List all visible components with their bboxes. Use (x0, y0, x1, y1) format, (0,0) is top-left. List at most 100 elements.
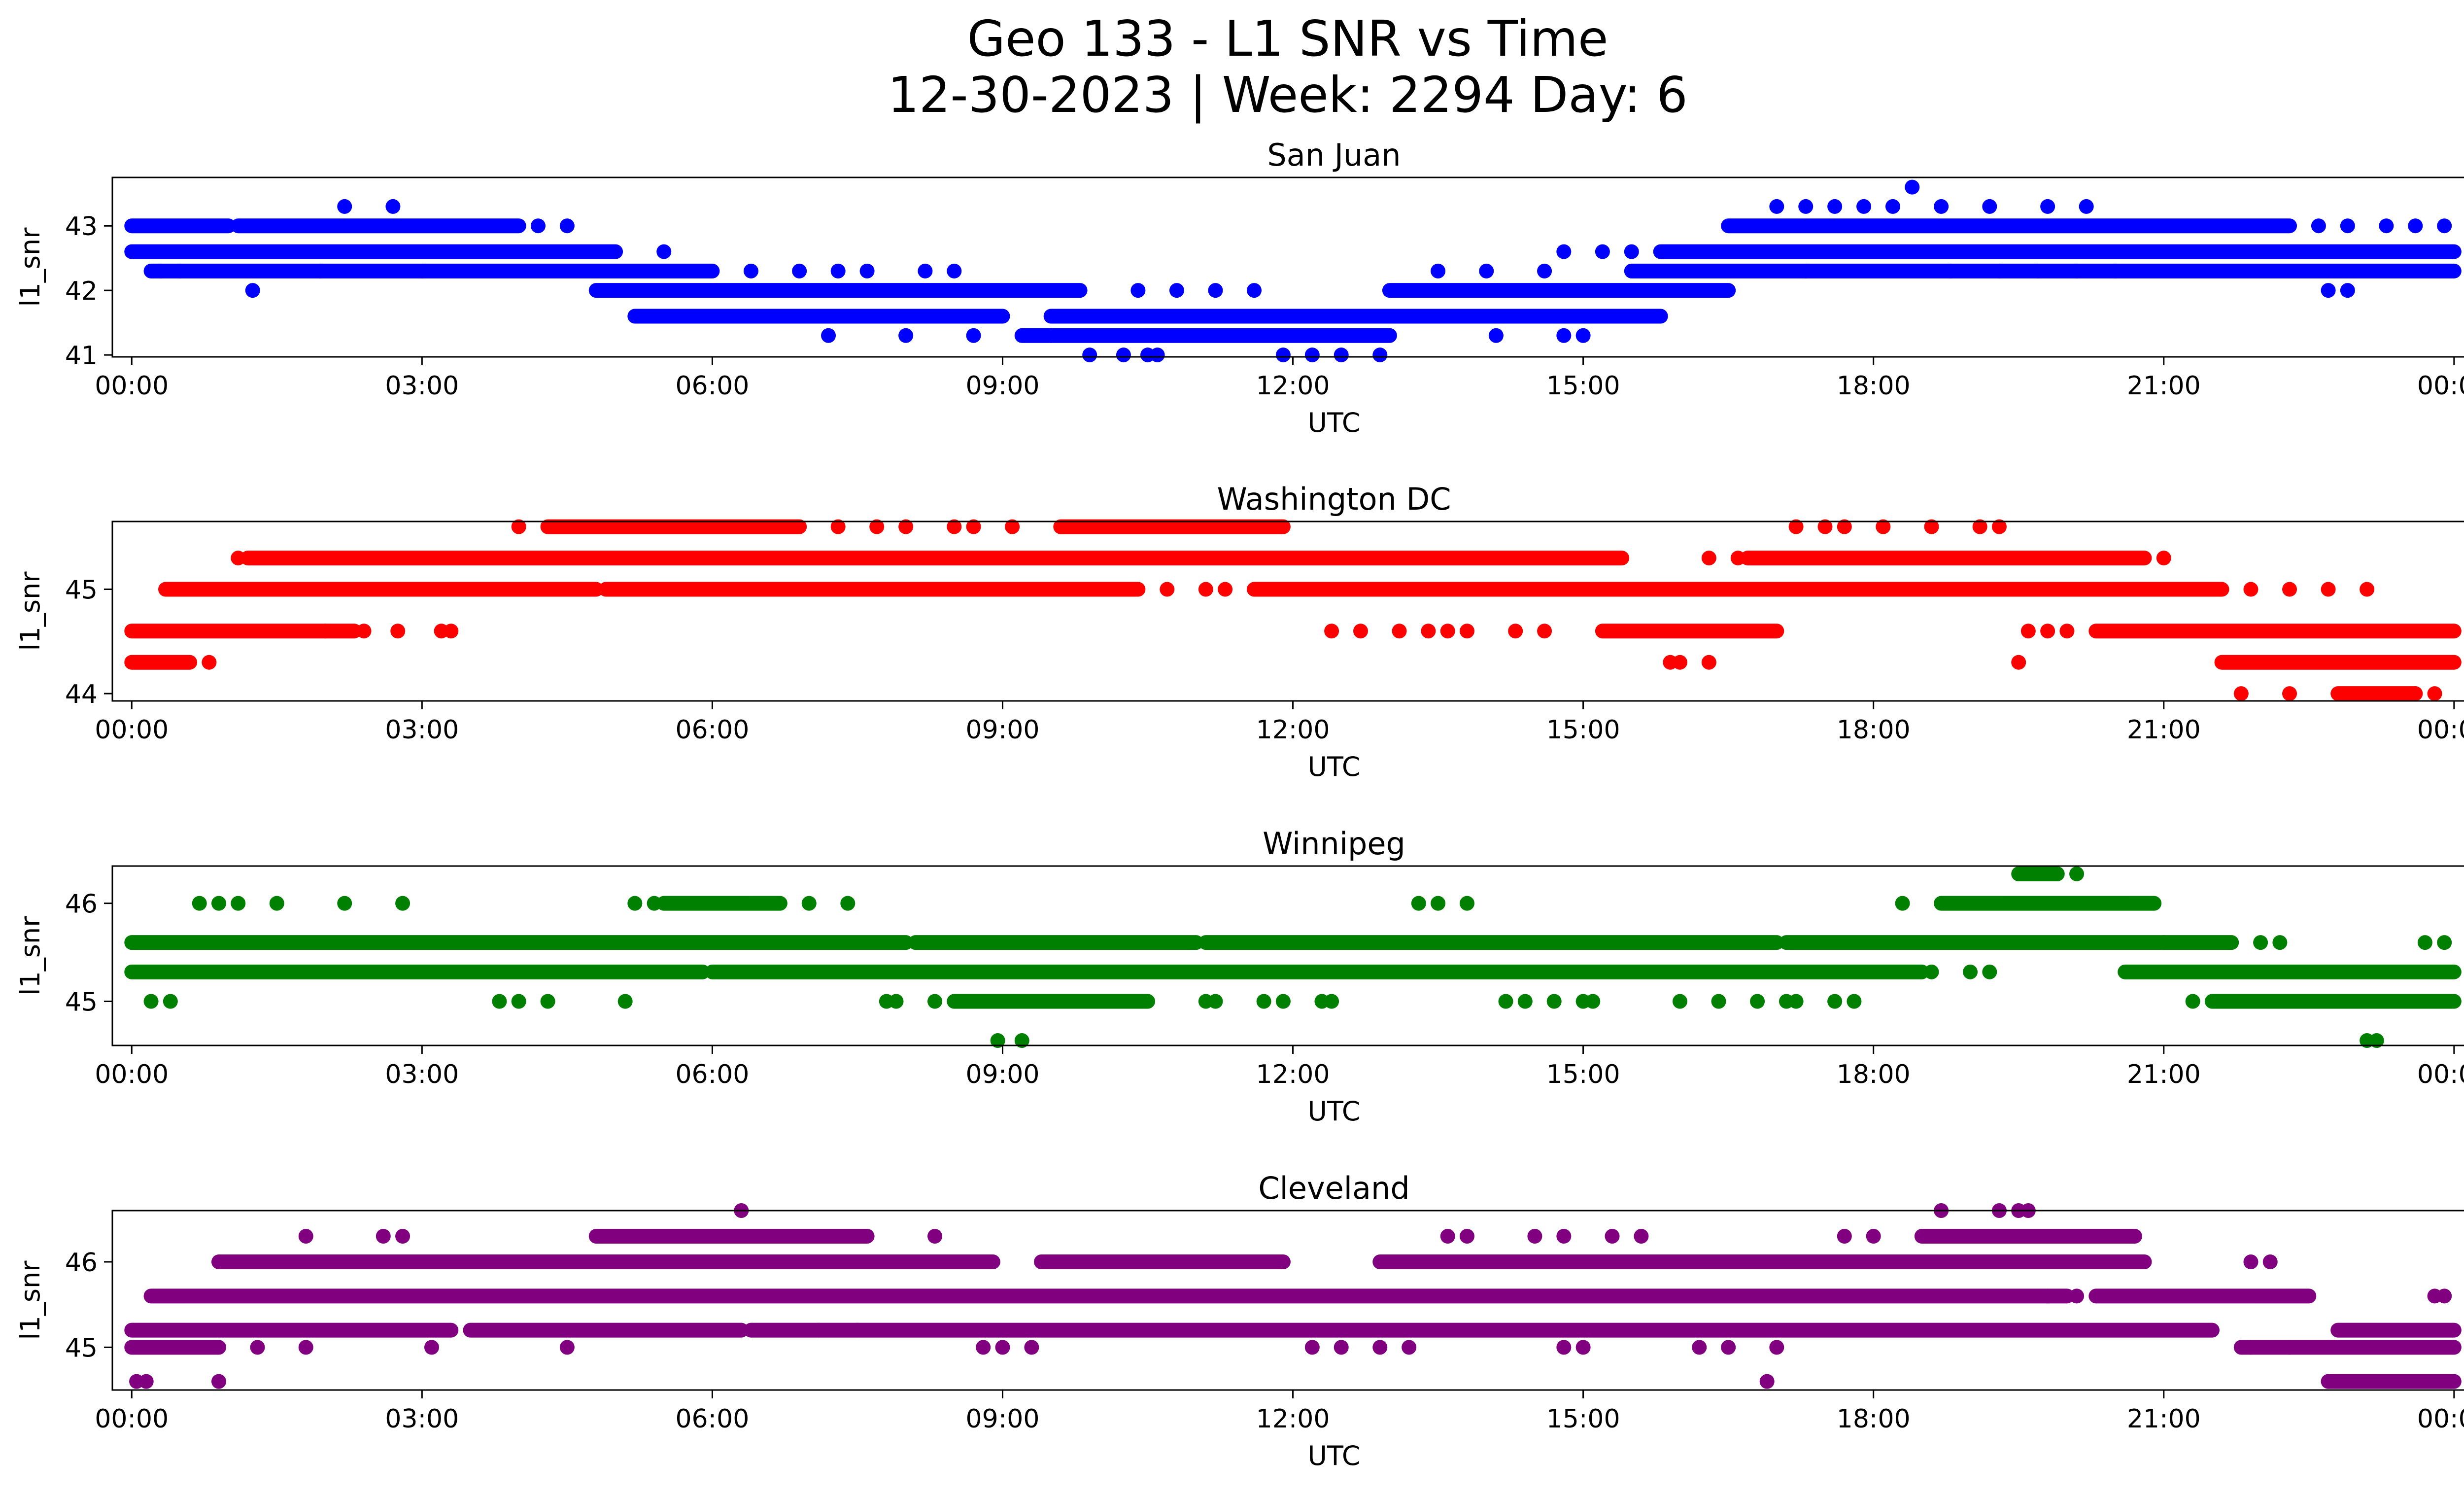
x-tick-label: 00:00 (95, 715, 169, 745)
x-axis-label: UTC (1307, 407, 1360, 438)
data-point (1672, 994, 1687, 1009)
data-point (2059, 624, 2075, 639)
data-point (947, 263, 962, 278)
data-point (1304, 1340, 1320, 1355)
x-tick-label: 03:00 (385, 371, 459, 401)
data-point (830, 263, 846, 278)
data-point (2243, 1254, 2259, 1269)
data-point (1963, 964, 1978, 979)
y-tick-label: 42 (65, 277, 98, 306)
data-point (2369, 1033, 2384, 1048)
data-point (1431, 263, 1446, 278)
data-point (1508, 624, 1523, 639)
x-tick-label: 12:00 (1256, 1404, 1330, 1434)
data-point (1934, 199, 1949, 214)
data-point (1256, 994, 1271, 1009)
data-point (1605, 1229, 1620, 1244)
x-tick-label: 21:00 (2127, 1404, 2201, 1434)
data-point (947, 519, 962, 534)
data-point (1817, 519, 1833, 534)
x-tick-label: 15:00 (1546, 1404, 1620, 1434)
data-point (143, 994, 159, 1009)
data-point (1411, 896, 1426, 911)
data-point (2379, 218, 2394, 234)
figure-subtitle: 12-30-2023 | Week: 2294 Day: 6 (888, 66, 1688, 124)
data-point (1876, 519, 1891, 534)
data-point (1556, 328, 1572, 343)
x-axis-label: UTC (1307, 1440, 1360, 1471)
data-point (792, 263, 807, 278)
data-point (138, 1374, 154, 1389)
data-point (250, 1340, 265, 1355)
data-point (1701, 551, 1716, 566)
data-point (2069, 263, 2085, 278)
y-tick-label: 43 (65, 212, 98, 242)
data-point (2262, 1254, 2278, 1269)
data-point (2282, 686, 2297, 701)
data-point (1275, 994, 1291, 1009)
data-point (918, 263, 933, 278)
data-point (559, 1340, 575, 1355)
x-tick-label: 00:00 (2417, 1404, 2464, 1434)
data-point (414, 263, 430, 278)
data-point (2040, 199, 2055, 214)
data-point (2156, 935, 2171, 950)
x-tick-label: 00:00 (2417, 371, 2464, 401)
data-point (2408, 686, 2423, 701)
data-point (231, 896, 246, 911)
data-point (1479, 263, 1494, 278)
data-point (1537, 263, 1552, 278)
figure-title: Geo 133 - L1 SNR vs Time (967, 10, 1608, 68)
data-point (2417, 935, 2432, 950)
data-point (1334, 1340, 1349, 1355)
y-tick-label: 46 (65, 1248, 98, 1278)
y-tick-label: 46 (65, 890, 98, 919)
data-point (2243, 582, 2259, 597)
data-point (927, 994, 943, 1009)
data-point (1991, 263, 2007, 278)
data-point (2011, 655, 2026, 670)
x-tick-label: 00:00 (2417, 1060, 2464, 1089)
data-point (1730, 551, 1745, 566)
data-point (1024, 1340, 1039, 1355)
data-point (1527, 1229, 1542, 1244)
data-point (1721, 1340, 1736, 1355)
x-axis-label: UTC (1307, 1096, 1360, 1127)
data-point (869, 519, 885, 534)
data-point (395, 896, 411, 911)
data-point (390, 624, 406, 639)
data-point (2185, 994, 2200, 1009)
data-point (1275, 348, 1291, 363)
data-point (1546, 994, 1562, 1009)
data-point (540, 994, 555, 1009)
x-tick-label: 12:00 (1256, 1060, 1330, 1089)
data-point (211, 1374, 226, 1389)
figure-title-block: Geo 133 - L1 SNR vs Time 12-30-2023 | We… (0, 11, 2464, 123)
data-point (1431, 896, 1446, 911)
data-point (1692, 1340, 1707, 1355)
data-point (743, 263, 758, 278)
data-point (2272, 935, 2288, 950)
panel-san-juan: San Juan 00:00 03:00 06:00 09:00 12:00 15:00 18… (15, 137, 2464, 438)
data-point (966, 519, 981, 534)
y-tick-label: 41 (65, 341, 98, 371)
panel-washington-dc: Washington DC 00:00 03:00 06:00 09:00 12:00 15… (15, 481, 2464, 782)
data-point (1750, 994, 1765, 1009)
data-point (2233, 686, 2249, 701)
data-point (2437, 935, 2452, 950)
data-point (2030, 263, 2046, 278)
data-point (1905, 179, 1920, 195)
x-tick-label: 00:00 (2417, 715, 2464, 745)
data-point (1788, 994, 1804, 1009)
data-point (559, 218, 575, 234)
data-point (2340, 218, 2355, 234)
x-tick-label: 18:00 (1837, 371, 1911, 401)
data-point (172, 263, 188, 278)
data-point (656, 582, 672, 597)
data-point (840, 896, 856, 911)
data-point (202, 655, 217, 670)
y-axis-label: l1_snr (15, 1260, 46, 1340)
x-tick-label: 12:00 (1256, 715, 1330, 745)
data-point (1711, 994, 1726, 1009)
data-point (1856, 199, 1872, 214)
